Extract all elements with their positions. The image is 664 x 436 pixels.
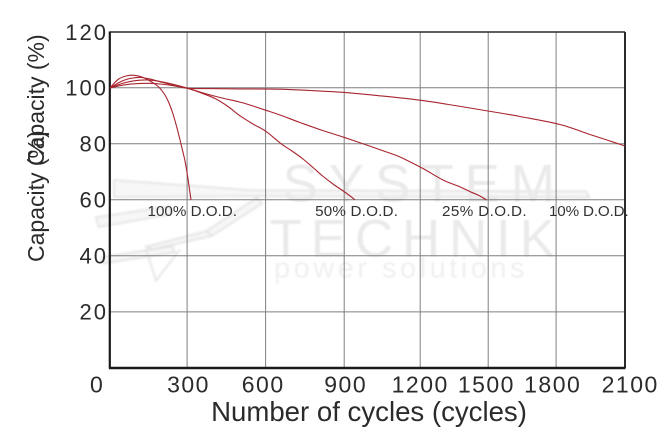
- svg-text:2100: 2100: [602, 371, 659, 397]
- svg-text:300: 300: [167, 371, 210, 397]
- svg-text:100: 100: [65, 76, 108, 101]
- svg-text:TECHNIK: TECHNIK: [270, 210, 564, 269]
- svg-text:900: 900: [324, 371, 367, 397]
- svg-text:1200: 1200: [392, 371, 449, 397]
- svg-text:Capacity (%): Capacity (%): [23, 34, 49, 166]
- svg-text:600: 600: [242, 371, 285, 397]
- svg-text:60: 60: [80, 188, 108, 213]
- svg-text:20: 20: [80, 300, 108, 325]
- svg-text:power solutions: power solutions: [274, 253, 528, 285]
- svg-text:1800: 1800: [524, 371, 581, 397]
- svg-text:0: 0: [90, 371, 104, 397]
- svg-text:80: 80: [80, 132, 108, 157]
- svg-text:1500: 1500: [458, 371, 515, 397]
- svg-text:120: 120: [65, 20, 108, 45]
- svg-text:Capacity (%): Capacity (%): [23, 130, 49, 262]
- svg-text:40: 40: [80, 244, 108, 269]
- svg-text:100% D.O.D.: 100% D.O.D.: [148, 203, 237, 220]
- svg-text:10% D.O.D.: 10% D.O.D.: [549, 203, 629, 220]
- svg-text:50% D.O.D.: 50% D.O.D.: [315, 203, 398, 220]
- svg-text:Number of cycles (cycles): Number of cycles (cycles): [211, 396, 527, 427]
- svg-text:SYSTEM: SYSTEM: [283, 155, 566, 214]
- svg-text:25% D.O.D.: 25% D.O.D.: [442, 203, 527, 220]
